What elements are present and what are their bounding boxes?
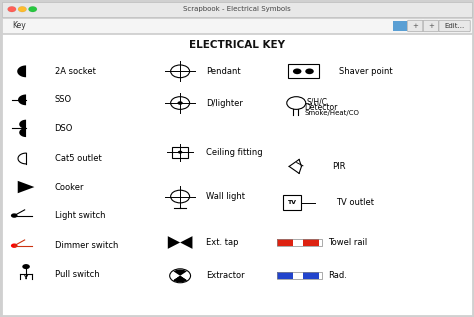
FancyBboxPatch shape [423, 20, 438, 32]
Text: PIR: PIR [332, 162, 345, 171]
Text: S/H/C: S/H/C [306, 98, 327, 107]
Text: Ceiling fitting: Ceiling fitting [206, 148, 263, 157]
Circle shape [11, 213, 18, 218]
Bar [172, 147, 188, 158]
Bar [288, 64, 319, 78]
Text: 2A socket: 2A socket [55, 67, 95, 76]
Text: Ext. tap: Ext. tap [206, 238, 239, 247]
Circle shape [305, 68, 314, 74]
Text: +: + [428, 23, 434, 29]
FancyBboxPatch shape [408, 20, 423, 32]
Text: Scrapbook - Electrical Symbols: Scrapbook - Electrical Symbols [183, 6, 291, 12]
Text: TV outlet: TV outlet [337, 198, 374, 207]
Polygon shape [180, 236, 192, 249]
Bar [293, 272, 303, 279]
Text: TV: TV [288, 200, 296, 205]
Bar [277, 239, 293, 246]
Polygon shape [18, 181, 35, 193]
Text: Detector: Detector [304, 103, 337, 112]
Polygon shape [168, 236, 180, 249]
Circle shape [18, 6, 27, 12]
Text: Cat5 outlet: Cat5 outlet [55, 154, 101, 163]
Text: Cooker: Cooker [55, 183, 84, 191]
Text: Smoke/Heat/CO: Smoke/Heat/CO [304, 110, 359, 116]
Text: Wall light: Wall light [206, 192, 245, 201]
Bar [2, 34, 472, 315]
Text: +: + [412, 23, 418, 29]
Circle shape [8, 6, 16, 12]
Circle shape [28, 6, 37, 12]
Text: D/lighter: D/lighter [206, 99, 243, 107]
Circle shape [22, 264, 30, 269]
Circle shape [293, 68, 301, 74]
Bar [277, 272, 322, 279]
Polygon shape [19, 128, 26, 137]
Bar [2, 2, 472, 17]
FancyBboxPatch shape [439, 20, 470, 32]
Text: Extractor: Extractor [206, 271, 245, 280]
Polygon shape [173, 269, 187, 276]
Text: Pendant: Pendant [206, 67, 241, 76]
Text: SSO: SSO [55, 95, 72, 104]
Text: Pull switch: Pull switch [55, 270, 99, 279]
Text: Shaver point: Shaver point [339, 67, 392, 76]
Circle shape [178, 151, 182, 154]
Bar [2, 18, 472, 33]
Bar [293, 239, 303, 246]
Polygon shape [173, 276, 187, 282]
Polygon shape [19, 120, 26, 129]
Text: Key: Key [12, 21, 26, 30]
Polygon shape [18, 94, 26, 105]
Bar [303, 272, 319, 279]
Bar [277, 272, 293, 279]
Polygon shape [17, 65, 26, 77]
Circle shape [11, 243, 18, 248]
Circle shape [177, 101, 183, 105]
Text: Light switch: Light switch [55, 211, 105, 220]
Text: Edit...: Edit... [445, 23, 465, 29]
Bar [393, 21, 407, 31]
Circle shape [287, 97, 306, 109]
Text: Rad.: Rad. [328, 271, 347, 280]
Bar [303, 239, 319, 246]
Text: DSO: DSO [55, 124, 73, 133]
Text: Dimmer switch: Dimmer switch [55, 241, 118, 250]
Bar [277, 239, 322, 246]
Bar [283, 195, 301, 210]
Text: ELECTRICAL KEY: ELECTRICAL KEY [189, 40, 285, 50]
Text: Towel rail: Towel rail [328, 238, 367, 247]
Polygon shape [173, 276, 187, 282]
Polygon shape [173, 276, 187, 282]
